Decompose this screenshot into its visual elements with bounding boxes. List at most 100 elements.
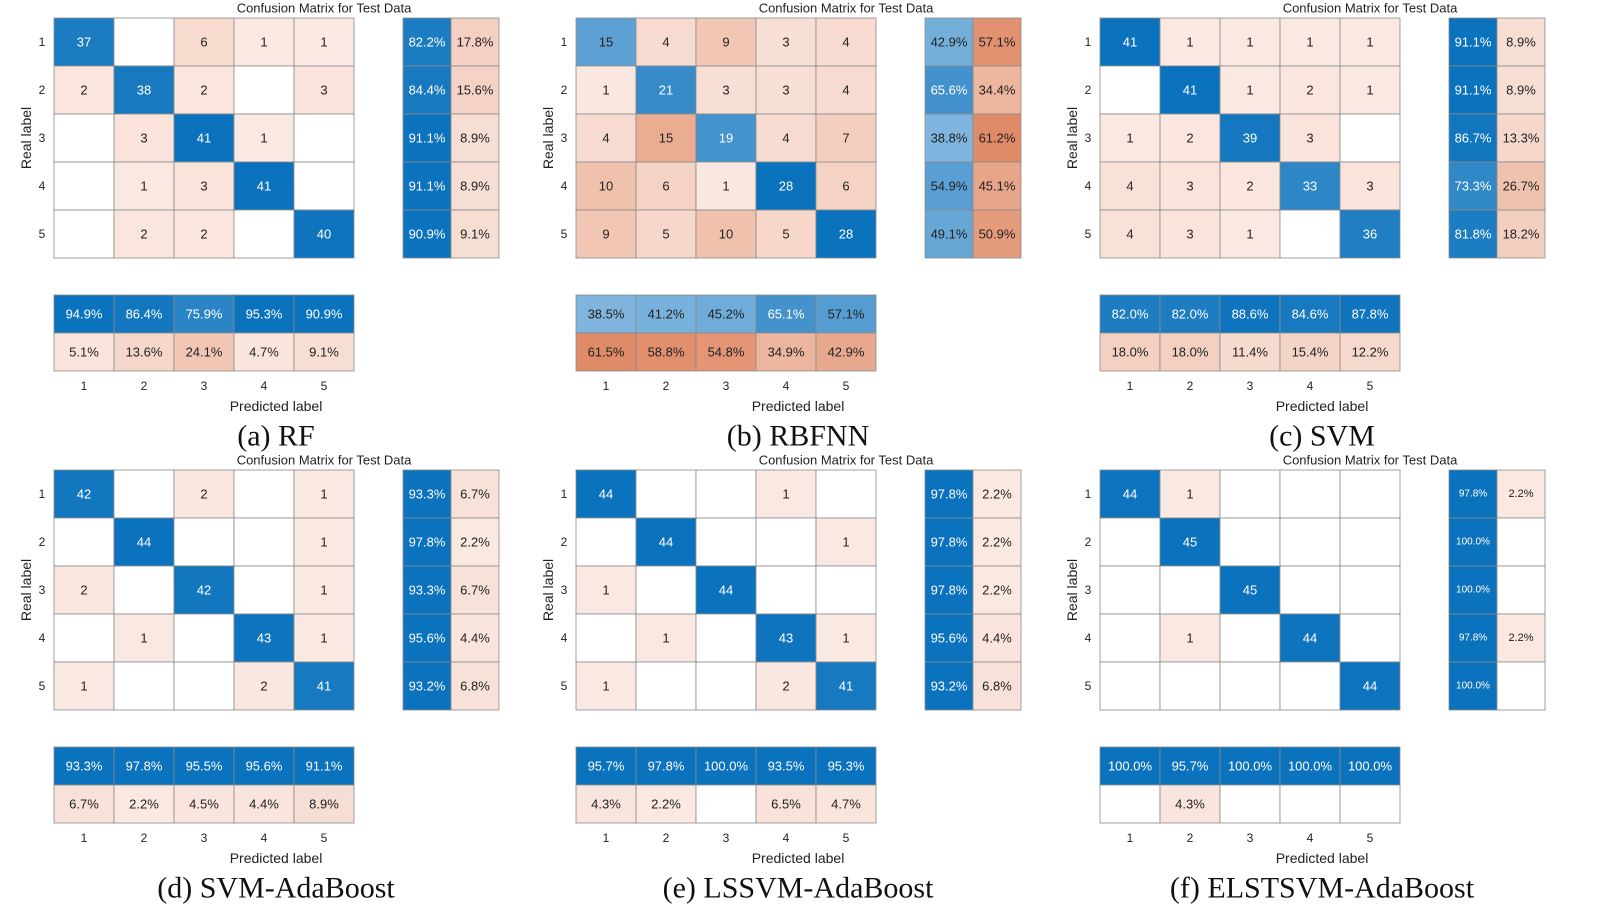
matrix-cell	[113, 517, 175, 567]
matrix-cell	[113, 161, 175, 211]
matrix-cell	[173, 17, 235, 67]
row-summary-cell	[450, 565, 500, 615]
row-tick-label: 2	[39, 83, 46, 97]
col-summary-cell	[173, 784, 235, 824]
y-axis-label: Real label	[1064, 107, 1080, 169]
chart-title: Confusion Matrix for Test Data	[759, 1, 934, 16]
cell-value: 15	[659, 131, 673, 146]
row-summary-value: 93.3%	[409, 487, 446, 502]
matrix-cell	[1159, 161, 1221, 211]
col-summary-cell	[635, 746, 697, 786]
col-summary-value: 95.3%	[828, 759, 865, 774]
cell-value: 4	[842, 83, 849, 98]
matrix-cell	[635, 17, 697, 67]
row-tick-label: 5	[561, 679, 568, 693]
col-tick-label: 5	[321, 379, 328, 393]
col-summary-cell	[1099, 746, 1161, 786]
panel-caption: (a) RF	[237, 420, 315, 453]
matrix-cell	[575, 613, 637, 663]
cell-value: 1	[1126, 131, 1133, 146]
row-summary-cell	[450, 161, 500, 211]
row-tick-label: 4	[561, 631, 568, 645]
col-summary-cell	[113, 332, 175, 372]
col-tick-label: 1	[81, 379, 88, 393]
matrix-cell	[233, 17, 295, 67]
matrix-cell	[695, 565, 757, 615]
col-summary-value: 4.3%	[1175, 797, 1205, 812]
col-summary-value: 93.3%	[66, 759, 103, 774]
col-summary-value: 4.7%	[249, 345, 279, 360]
x-axis-label: Predicted label	[230, 850, 323, 866]
row-summary-value: 2.2%	[460, 535, 490, 550]
col-tick-label: 4	[261, 831, 268, 845]
cell-value: 41	[317, 679, 331, 694]
col-summary-value: 84.6%	[1292, 307, 1329, 322]
matrix-cell	[293, 469, 355, 519]
matrix-cell	[575, 209, 637, 259]
cell-value: 4	[662, 35, 669, 50]
row-tick-label: 3	[39, 131, 46, 145]
matrix-cell	[755, 113, 817, 163]
cell-value: 5	[782, 227, 789, 242]
row-summary-value: 86.7%	[1455, 131, 1492, 146]
matrix-cell	[575, 517, 637, 567]
cell-value: 1	[1366, 35, 1373, 50]
matrix-cell	[635, 661, 697, 711]
matrix-cell	[53, 209, 115, 259]
matrix-cell	[575, 661, 637, 711]
matrix-cell	[1099, 517, 1161, 567]
col-summary-value: 93.5%	[768, 759, 805, 774]
col-tick-label: 5	[321, 831, 328, 845]
col-summary-value: 95.7%	[1172, 759, 1209, 774]
matrix-cell	[1339, 613, 1401, 663]
row-summary-cell	[972, 517, 1022, 567]
matrix-cell	[635, 565, 697, 615]
cell-value: 10	[719, 227, 733, 242]
cell-value: 2	[1246, 179, 1253, 194]
row-summary-cell	[1448, 17, 1498, 67]
row-summary-cell	[972, 613, 1022, 663]
row-summary-value: 95.6%	[409, 631, 446, 646]
x-axis-label: Predicted label	[1276, 850, 1369, 866]
col-tick-label: 4	[783, 831, 790, 845]
cell-value: 40	[317, 227, 331, 242]
row-summary-cell	[924, 161, 974, 211]
col-summary-cell	[173, 746, 235, 786]
col-summary-value: 75.9%	[186, 307, 223, 322]
row-tick-label: 2	[1085, 535, 1092, 549]
col-summary-cell	[113, 746, 175, 786]
cell-value: 2	[1186, 131, 1193, 146]
row-summary-value: 57.1%	[979, 35, 1016, 50]
matrix-cell	[1339, 209, 1401, 259]
row-summary-cell	[972, 65, 1022, 115]
row-summary-value: 91.1%	[409, 131, 446, 146]
matrix-cell	[293, 161, 355, 211]
col-summary-value: 4.7%	[831, 797, 861, 812]
matrix-cell	[695, 161, 757, 211]
row-summary-value: 2.2%	[982, 487, 1012, 502]
col-summary-value: 86.4%	[126, 307, 163, 322]
col-summary-value: 8.9%	[309, 797, 339, 812]
matrix-cell	[815, 517, 877, 567]
x-axis-label: Predicted label	[752, 850, 845, 866]
col-summary-cell	[1219, 784, 1281, 824]
cell-value: 2	[80, 583, 87, 598]
col-summary-cell	[635, 784, 697, 824]
matrix-cell	[173, 469, 235, 519]
row-tick-label: 1	[561, 35, 568, 49]
row-summary-cell	[450, 613, 500, 663]
matrix-cell	[755, 469, 817, 519]
col-summary-cell	[1279, 784, 1341, 824]
matrix-cell	[575, 565, 637, 615]
cell-value: 1	[662, 631, 669, 646]
col-summary-cell	[575, 784, 637, 824]
cell-value: 1	[80, 679, 87, 694]
col-tick-label: 3	[201, 831, 208, 845]
matrix-cell	[173, 565, 235, 615]
col-summary-value: 88.6%	[1232, 307, 1269, 322]
cell-value: 1	[782, 487, 789, 502]
row-summary-value: 100.0%	[1456, 681, 1490, 692]
row-summary-value: 15.6%	[457, 83, 494, 98]
col-summary-value: 95.5%	[186, 759, 223, 774]
matrix-cell	[293, 17, 355, 67]
